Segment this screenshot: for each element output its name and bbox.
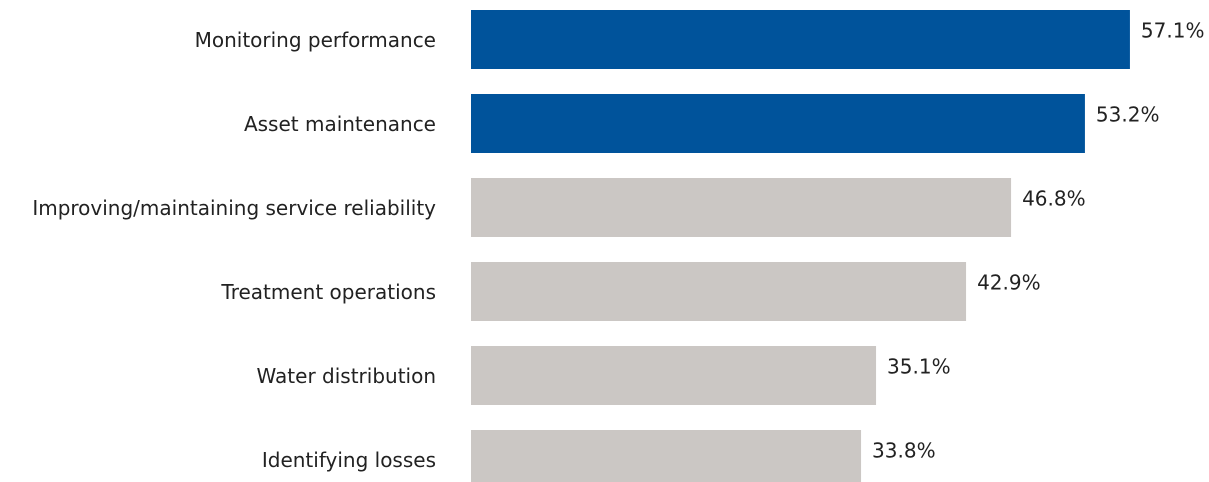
value-label: 42.9% [977,271,1041,295]
value-label: 53.2% [1096,103,1160,127]
category-label: Identifying losses [262,448,436,472]
value-label: 46.8% [1022,187,1086,211]
bar [471,430,862,482]
bar [471,262,967,321]
bar [471,10,1130,69]
value-label: 35.1% [887,355,951,379]
value-label: 57.1% [1141,19,1205,43]
value-label: 33.8% [872,439,936,463]
bar [471,94,1085,153]
bar [471,178,1012,237]
bar [471,346,877,405]
category-label: Monitoring performance [195,28,436,52]
category-label: Treatment operations [220,280,436,304]
category-label: Water distribution [257,364,436,388]
category-label: Improving/maintaining service reliabilit… [32,196,436,220]
category-label: Asset maintenance [244,112,436,136]
